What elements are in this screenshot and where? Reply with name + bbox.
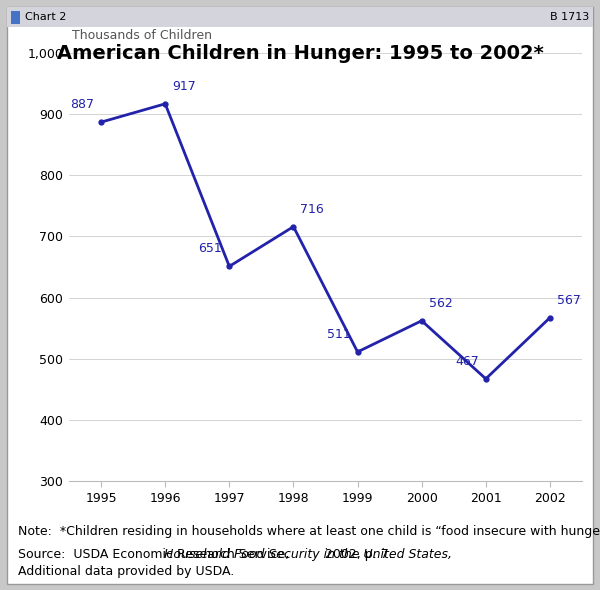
Text: Note:  *Children residing in households where at least one child is “food insecu: Note: *Children residing in households w… (18, 525, 600, 538)
Text: American Children in Hunger: 1995 to 2002*: American Children in Hunger: 1995 to 200… (56, 44, 544, 63)
Text: 651: 651 (199, 242, 223, 255)
Text: 567: 567 (557, 294, 581, 307)
Text: 887: 887 (70, 98, 94, 111)
FancyBboxPatch shape (11, 11, 20, 24)
Text: 562: 562 (428, 297, 452, 310)
FancyBboxPatch shape (7, 7, 593, 27)
Text: 2002, p. 7.: 2002, p. 7. (321, 548, 392, 560)
Text: Thousands of Children: Thousands of Children (71, 30, 212, 42)
Text: 511: 511 (327, 328, 350, 341)
Text: B 1713: B 1713 (550, 12, 589, 22)
Text: 467: 467 (455, 355, 479, 368)
Text: Additional data provided by USDA.: Additional data provided by USDA. (18, 565, 234, 578)
Text: Chart 2: Chart 2 (25, 12, 67, 22)
Text: Household Food Security in the United States,: Household Food Security in the United St… (164, 548, 452, 560)
Text: 917: 917 (172, 80, 196, 93)
Text: Source:  USDA Economic Research Service,: Source: USDA Economic Research Service, (18, 548, 297, 560)
Text: 716: 716 (301, 202, 324, 215)
FancyBboxPatch shape (7, 7, 593, 584)
